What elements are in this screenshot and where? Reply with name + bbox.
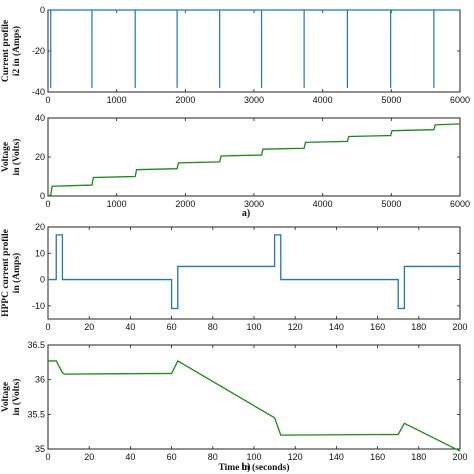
x-tick-label: 0 <box>45 452 50 462</box>
y-axis-label: in (Volts) <box>11 379 22 416</box>
current-profile-chart: 0 1000 2000 3000 4000 5000 6000 -40 -20 0 Current … <box>1 5 470 105</box>
x-tick-label: 1000 <box>107 95 127 105</box>
x-tick-label: 5000 <box>381 199 401 209</box>
y-tick-label: 40 <box>35 113 45 123</box>
series-line <box>48 234 460 310</box>
x-tick-label: 60 <box>167 322 177 332</box>
x-tick-label: 80 <box>208 452 218 462</box>
x-tick-label: 4000 <box>313 95 333 105</box>
x-tick-label: 200 <box>452 452 467 462</box>
plot-frame <box>47 9 461 93</box>
y-axis-label: in (Volts) <box>11 139 22 176</box>
y-tick-label: 0 <box>40 275 45 285</box>
x-tick-label: 5000 <box>381 95 401 105</box>
x-tick-label: 3000 <box>244 95 264 105</box>
x-tick-label: 180 <box>411 322 426 332</box>
y-tick-label: 35 <box>35 444 45 454</box>
x-tick-label: 0 <box>45 95 50 105</box>
y-tick-label: -40 <box>32 87 45 97</box>
y-axis-label: Current profile <box>1 20 11 82</box>
x-tick-label: 140 <box>329 322 344 332</box>
y-tick-label: 20 <box>35 222 45 232</box>
hppc-current-chart: 0 20 40 60 80 100 120 140 160 180 200 -10 0 10 20 HPPC … <box>1 222 468 332</box>
x-tick-label: 160 <box>370 452 385 462</box>
y-tick-label: 0 <box>40 191 45 201</box>
x-tick-label: 100 <box>246 452 261 462</box>
x-tick-label: 6000 <box>450 199 470 209</box>
x-tick-label: 140 <box>329 452 344 462</box>
x-tick-label: 160 <box>370 322 385 332</box>
voltage-chart-b: 0 20 40 60 80 100 120 140 160 180 200 35 35.5 36 36.5 V… <box>1 340 468 473</box>
plot-frame <box>47 344 461 450</box>
x-tick-label: 100 <box>246 322 261 332</box>
voltage-chart-a: 0 1000 2000 3000 4000 5000 6000 0 20 40 Voltage in … <box>1 113 470 219</box>
x-tick-label: 40 <box>125 452 135 462</box>
y-axis-label: Voltage <box>1 382 11 412</box>
y-tick-label: -10 <box>32 301 45 311</box>
x-tick-label: 120 <box>288 452 303 462</box>
y-tick-label: 36 <box>35 375 45 385</box>
x-tick-label: 120 <box>288 322 303 332</box>
y-tick-label: 36.5 <box>27 340 45 350</box>
y-tick-label: 10 <box>35 248 45 258</box>
x-tick-label: 0 <box>45 199 50 209</box>
series-line <box>47 123 461 197</box>
figure-caption: b) <box>242 462 251 473</box>
x-tick-label: 60 <box>167 452 177 462</box>
y-tick-label: 0 <box>40 5 45 15</box>
y-axis-label: in (Amps) <box>11 253 22 293</box>
x-tick-label: 3000 <box>244 199 264 209</box>
x-tick-label: 180 <box>411 452 426 462</box>
x-tick-label: 20 <box>84 452 94 462</box>
x-tick-label: 200 <box>452 322 467 332</box>
y-axis-label: HPPC current profile <box>1 229 11 317</box>
x-tick-label: 2000 <box>175 95 195 105</box>
x-tick-label: 1000 <box>107 199 127 209</box>
x-tick-label: 20 <box>84 322 94 332</box>
plot-frame <box>47 226 461 320</box>
x-axis-label: Time in (seconds) <box>218 462 289 473</box>
x-tick-label: 40 <box>125 322 135 332</box>
figure-caption: a) <box>242 208 250 219</box>
x-tick-label: 4000 <box>313 199 333 209</box>
x-tick-label: 80 <box>208 322 218 332</box>
x-tick-label: 6000 <box>450 95 470 105</box>
plot-frame <box>47 117 461 197</box>
y-tick-label: -20 <box>32 46 45 56</box>
series-line <box>48 360 461 452</box>
y-axis-label: Voltage <box>1 142 11 172</box>
x-tick-label: 2000 <box>175 199 195 209</box>
y-tick-label: 20 <box>35 152 45 162</box>
y-axis-label: i2 in (Amps) <box>11 26 22 76</box>
y-tick-label: 35.5 <box>27 409 45 419</box>
x-tick-label: 0 <box>45 322 50 332</box>
